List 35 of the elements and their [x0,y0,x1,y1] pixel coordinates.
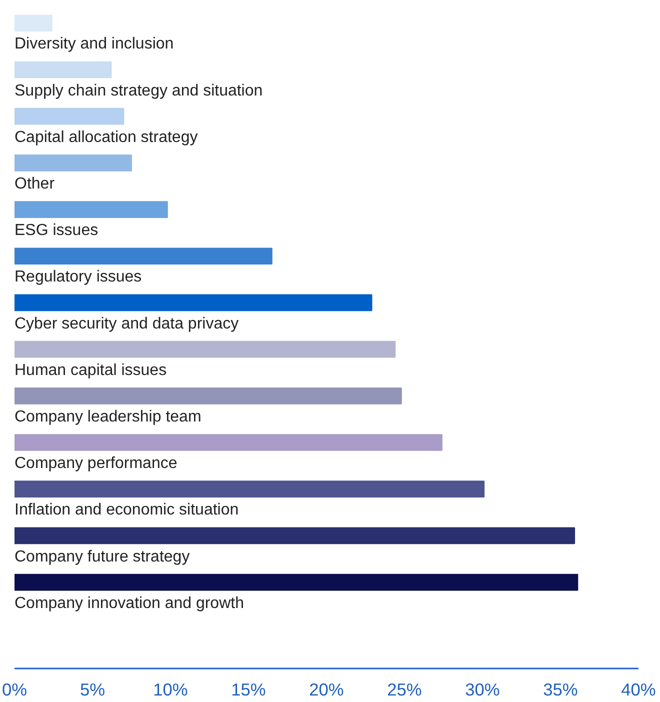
x-tick-label: 10% [153,680,188,700]
bar [14,154,132,172]
y-tick-label: Company leadership team [14,408,202,426]
x-tick-label: 30% [465,680,500,700]
bar [14,574,578,591]
y-tick-label: Company future strategy [14,548,190,566]
bar [14,387,402,404]
y-tick-label: Supply chain strategy and situation [14,82,263,100]
y-tick-label: Cyber security and data privacy [14,315,239,332]
x-tick-label: 25% [387,680,422,700]
bar [14,434,442,451]
x-tick-label: 20% [309,680,344,700]
y-tick-label: Other [14,176,56,193]
bar [14,527,576,544]
bar [14,201,168,218]
bar [14,340,396,358]
y-tick-label: Diversity and inclusion [14,36,174,53]
y-tick-label: Company innovation and growth [14,594,244,612]
y-tick-label: Human capital issues [14,362,167,379]
bar [14,294,372,312]
bar [14,14,52,32]
y-tick-label: Regulatory issues [14,268,142,286]
bar [14,61,112,78]
bar [14,108,124,125]
x-tick-label: 5% [80,680,106,700]
x-tick-label: 0% [2,680,28,700]
x-tick-label: 40% [621,680,656,700]
y-tick-label: Company performance [14,455,178,472]
y-tick-label: Inflation and economic situation [14,502,239,519]
bar [14,248,272,265]
y-tick-label: ESG issues [14,222,98,240]
y-tick-label: Capital allocation strategy [14,128,198,146]
bar [14,480,485,498]
x-tick-label: 35% [543,680,578,700]
x-tick-label: 15% [231,680,266,700]
